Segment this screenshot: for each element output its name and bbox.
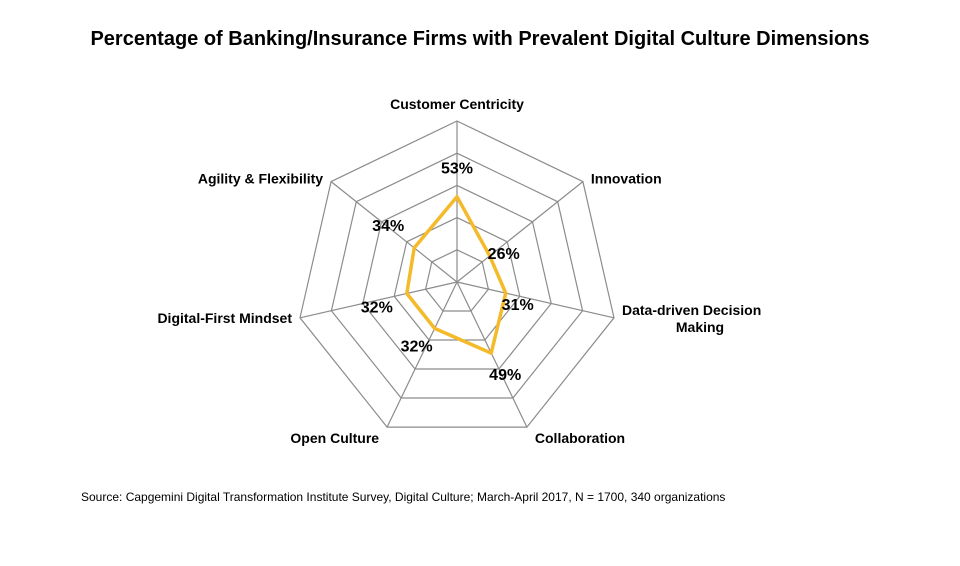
grid-spoke — [330, 181, 458, 283]
data-labels: 53% 26% 31% 49% 32% 32% 34% — [361, 161, 534, 384]
chart-title: Percentage of Banking/Insurance Firms wi… — [90, 28, 870, 50]
axis-label: Making — [676, 319, 724, 335]
grid-ring — [424, 249, 490, 312]
data-label: 31% — [502, 297, 534, 314]
axis-label: Open Culture — [290, 430, 379, 446]
axis-label: Collaboration — [535, 430, 625, 446]
data-label: 34% — [372, 218, 404, 235]
series-line — [405, 194, 508, 355]
axis-label: Customer Centricity — [390, 96, 524, 112]
grid-ring — [330, 152, 584, 399]
grid-spoke — [299, 281, 458, 319]
grid-spoke — [456, 281, 615, 319]
data-label: 32% — [401, 338, 433, 355]
data-label: 53% — [441, 161, 473, 178]
grid-spoke — [456, 181, 584, 283]
axis-label: Innovation — [591, 171, 662, 187]
data-label: 26% — [488, 246, 520, 263]
radar-series — [405, 194, 508, 355]
grid-ring — [299, 120, 615, 428]
grid-spoke — [386, 281, 458, 428]
source-note: Source: Capgemini Digital Transformation… — [81, 490, 726, 504]
data-label: 49% — [489, 367, 521, 384]
data-label: 32% — [361, 300, 393, 317]
axis-label: Digital-First Mindset — [157, 310, 292, 326]
axis-labels: Customer Centricity Innovation Data-driven… — [157, 96, 761, 446]
grid-ring — [362, 184, 552, 370]
axis-label: Agility & Flexibility — [198, 171, 323, 187]
axis-label: Data-driven Decision — [622, 302, 761, 318]
